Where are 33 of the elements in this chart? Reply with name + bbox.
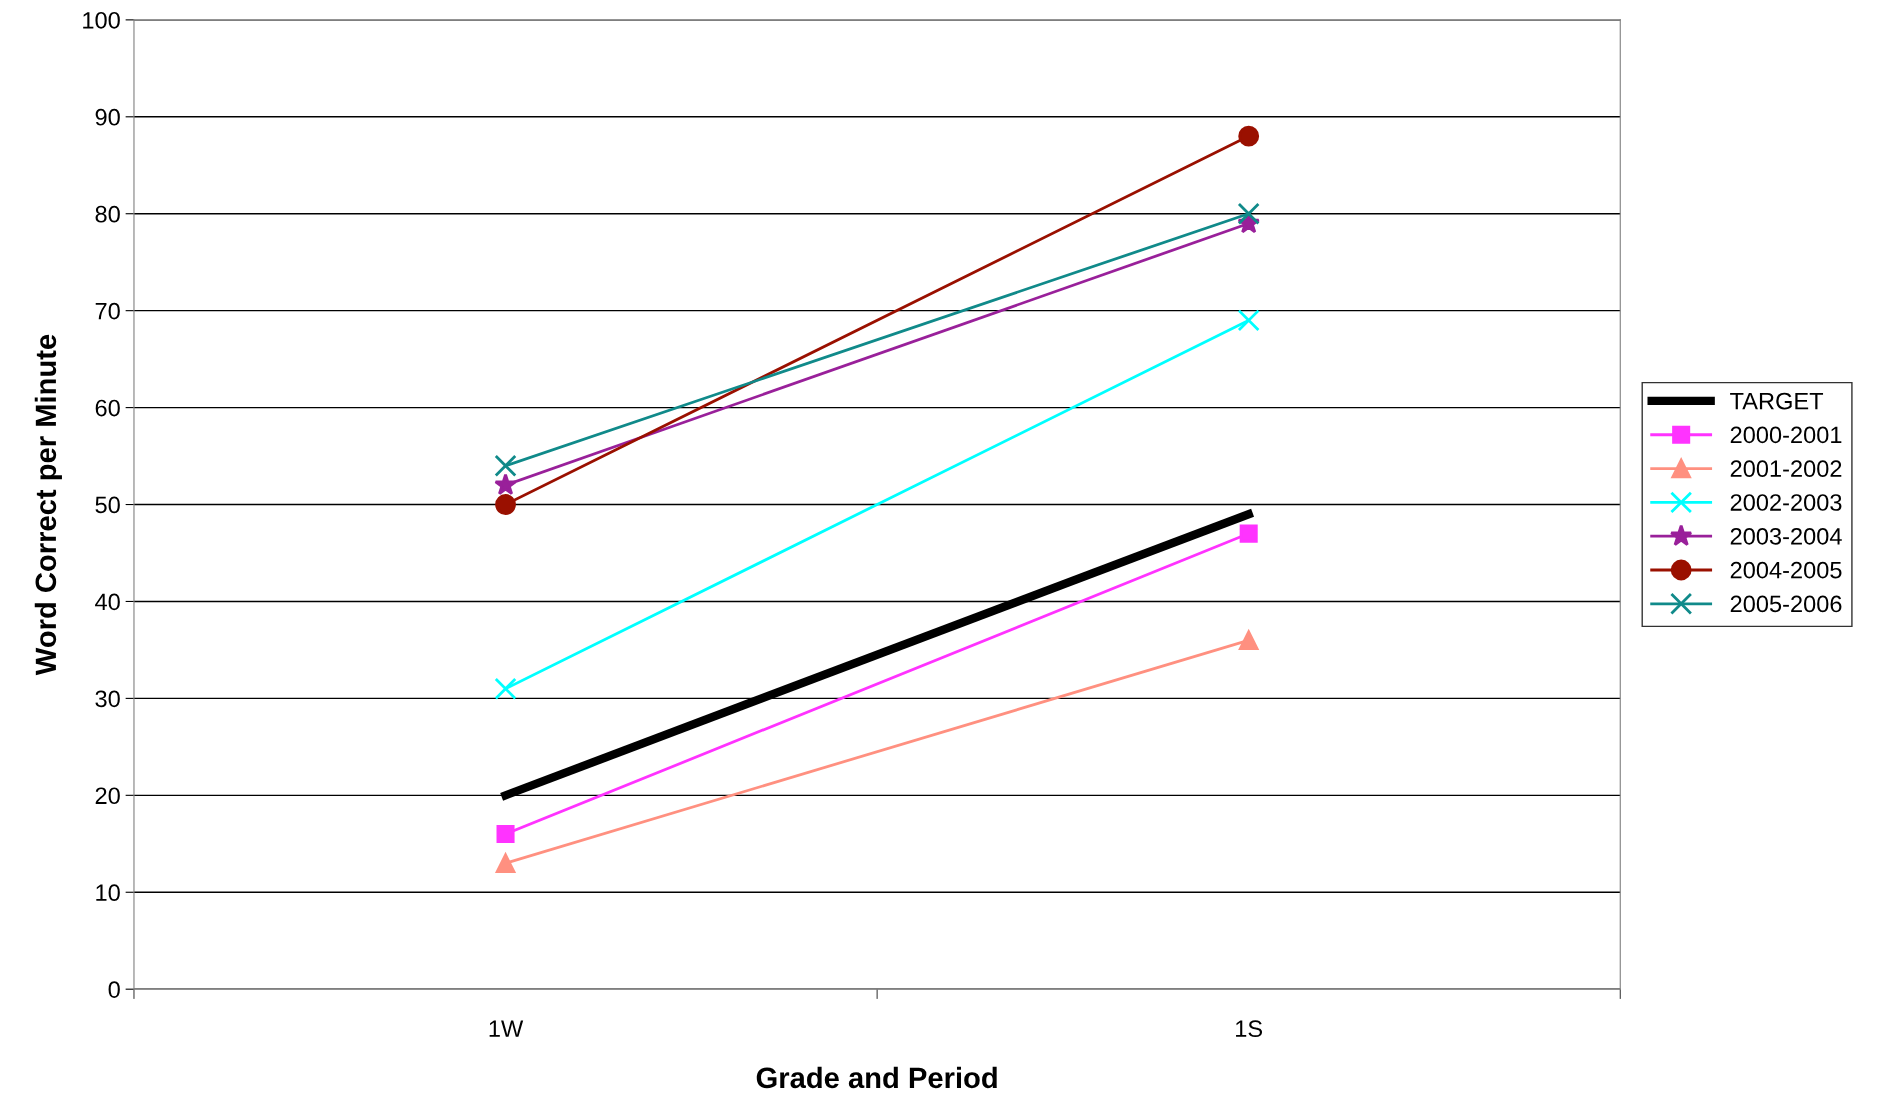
point [1237, 309, 1260, 332]
point [1237, 202, 1260, 225]
y-tick-label: 60 [95, 399, 120, 417]
point [494, 454, 517, 477]
y-tick-label: 0 [108, 981, 120, 998]
y-tick-label: 100 [83, 11, 120, 29]
point [495, 853, 516, 873]
point [494, 473, 517, 495]
x-tick-label: 1W [489, 1020, 524, 1037]
legend-label: 2001-2002 [1730, 460, 1842, 478]
y-axis-title: Word Correct per Minute [34, 334, 62, 676]
legend-label: TARGET [1730, 392, 1824, 410]
point [1239, 524, 1258, 543]
legend-label: 2002-2003 [1730, 494, 1842, 511]
point [496, 825, 515, 844]
x-axis-title: Grade and Period [756, 1066, 997, 1089]
y-tick-label: 50 [95, 496, 120, 514]
y-tick-label: 30 [95, 690, 120, 708]
point [494, 677, 517, 700]
legend-label: 2003-2004 [1730, 527, 1842, 545]
point [495, 494, 516, 515]
y-tick-label: 40 [95, 593, 120, 611]
y-tick-label: 70 [95, 302, 120, 320]
point [1238, 125, 1260, 147]
y-tick-label: 80 [95, 205, 120, 223]
point [1238, 630, 1259, 650]
legend-label: 2000-2001 [1730, 426, 1842, 444]
x-tick-label: 1S [1236, 1020, 1263, 1038]
y-tick-label: 20 [95, 787, 120, 805]
legend-label: 2005-2006 [1730, 595, 1842, 613]
y-tick-label: 10 [96, 884, 120, 902]
y-tick-label: 90 [95, 108, 120, 126]
legend-label: 2004-2005 [1730, 561, 1842, 579]
